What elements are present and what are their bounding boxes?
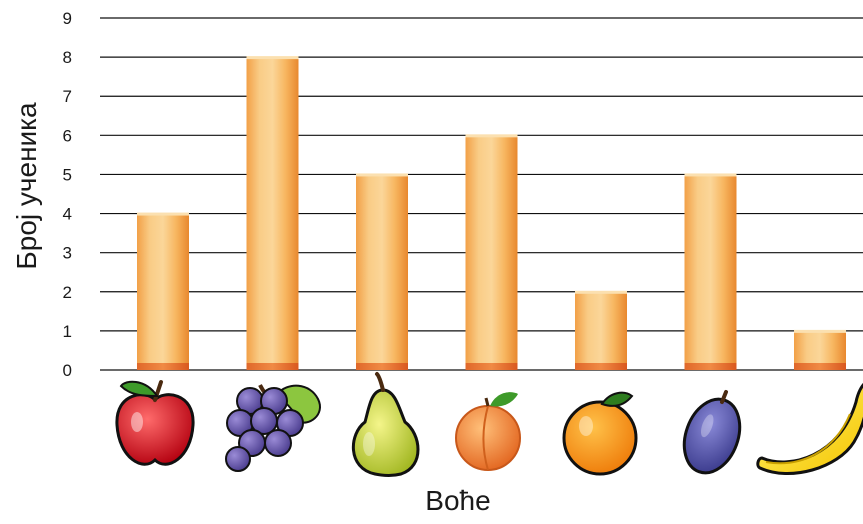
bar <box>246 56 299 370</box>
y-axis-ticks: 0 1 2 3 4 5 6 7 8 9 <box>63 9 72 380</box>
y-tick-label: 8 <box>63 48 72 67</box>
bar <box>684 173 737 370</box>
y-tick-label: 9 <box>63 9 72 28</box>
apple-icon <box>115 380 195 466</box>
y-tick-label: 4 <box>63 205 72 224</box>
bar <box>794 329 846 370</box>
banana-icon <box>756 382 863 476</box>
y-tick-label: 6 <box>63 126 72 145</box>
bar <box>575 290 627 370</box>
bar <box>356 173 408 370</box>
bar <box>465 134 518 370</box>
bar <box>137 212 189 370</box>
y-axis-title: Број ученика <box>11 102 42 270</box>
category-icons <box>115 372 863 477</box>
bars <box>137 56 846 370</box>
y-tick-label: 1 <box>63 322 72 341</box>
grapes-icon <box>225 384 321 472</box>
y-tick-label: 3 <box>63 244 72 263</box>
y-tick-label: 7 <box>63 87 72 106</box>
y-tick-label: 5 <box>63 165 72 184</box>
y-tick-label: 0 <box>63 361 72 380</box>
pear-icon <box>352 372 420 477</box>
x-axis-title: Воће <box>425 485 490 516</box>
orange-icon <box>562 391 638 476</box>
y-tick-label: 2 <box>63 283 72 302</box>
apricot-icon <box>455 392 521 471</box>
plum-icon <box>682 390 742 475</box>
